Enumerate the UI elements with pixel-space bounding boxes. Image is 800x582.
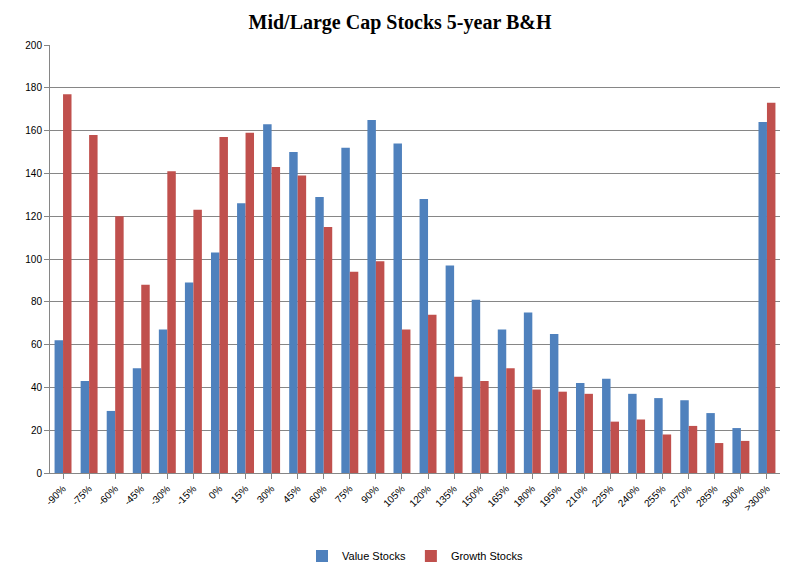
svg-text:300%: 300% <box>720 483 746 509</box>
svg-text:Value Stocks: Value Stocks <box>342 550 406 562</box>
svg-text:-60%: -60% <box>96 483 120 507</box>
svg-text:80: 80 <box>31 296 43 307</box>
svg-text:270%: 270% <box>668 483 694 509</box>
svg-text:210%: 210% <box>564 483 590 509</box>
svg-text:Growth Stocks: Growth Stocks <box>451 550 523 562</box>
svg-text:165%: 165% <box>485 483 511 509</box>
svg-text:120: 120 <box>25 211 42 222</box>
svg-text:0: 0 <box>36 468 42 479</box>
svg-text:75%: 75% <box>333 483 355 505</box>
svg-text:200: 200 <box>25 40 42 51</box>
svg-text:120%: 120% <box>407 483 433 509</box>
svg-text:140: 140 <box>25 168 42 179</box>
svg-text:150%: 150% <box>459 483 485 509</box>
svg-text:255%: 255% <box>642 483 668 509</box>
svg-text:-30%: -30% <box>148 483 172 507</box>
svg-text:60: 60 <box>31 339 43 350</box>
svg-text:180%: 180% <box>511 483 537 509</box>
svg-text:225%: 225% <box>590 483 616 509</box>
svg-text:90%: 90% <box>359 483 381 505</box>
svg-text:>300%: >300% <box>742 483 772 513</box>
svg-text:-45%: -45% <box>122 483 146 507</box>
svg-text:0%: 0% <box>206 483 224 501</box>
svg-text:195%: 195% <box>537 483 563 509</box>
svg-text:285%: 285% <box>694 483 720 509</box>
svg-text:105%: 105% <box>381 483 407 509</box>
svg-text:240%: 240% <box>616 483 642 509</box>
svg-text:40: 40 <box>31 382 43 393</box>
svg-text:-75%: -75% <box>70 483 94 507</box>
svg-text:160: 160 <box>25 125 42 136</box>
svg-text:45%: 45% <box>281 483 303 505</box>
svg-text:180: 180 <box>25 82 42 93</box>
svg-text:100: 100 <box>25 254 42 265</box>
svg-text:20: 20 <box>31 425 43 436</box>
svg-text:Mid/Large Cap Stocks 5-year B&: Mid/Large Cap Stocks 5-year B&H <box>249 11 552 34</box>
svg-text:-90%: -90% <box>44 483 68 507</box>
svg-text:135%: 135% <box>433 483 459 509</box>
svg-text:60%: 60% <box>307 483 329 505</box>
svg-text:30%: 30% <box>255 483 277 505</box>
svg-text:15%: 15% <box>229 483 251 505</box>
svg-text:-15%: -15% <box>174 483 198 507</box>
